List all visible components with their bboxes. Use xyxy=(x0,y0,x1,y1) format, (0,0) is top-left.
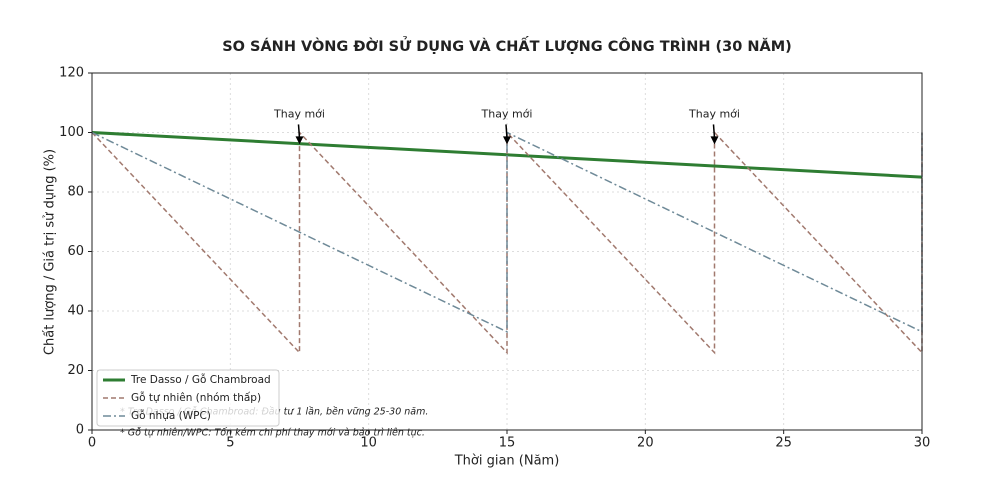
chart-title: SO SÁNH VÒNG ĐỜI SỬ DỤNG VÀ CHẤT LƯỢNG C… xyxy=(222,35,792,55)
x-tick-label: 0 xyxy=(88,436,96,451)
x-tick-label: 5 xyxy=(226,436,234,451)
y-tick-label: 40 xyxy=(67,304,84,319)
annotation-text: Thay mới xyxy=(273,107,325,120)
legend-box xyxy=(96,369,280,427)
line-series xyxy=(91,130,923,355)
annotation-arrow xyxy=(712,124,716,139)
y-axis-label: Chất lượng / Giá trị sử dụng (%) xyxy=(43,149,58,355)
y-tick-label: 60 xyxy=(67,244,84,259)
annotation-text: Thay mới xyxy=(688,107,740,120)
plot-frame xyxy=(91,72,923,431)
y-tick-label: 80 xyxy=(67,185,84,200)
annotation-arrow xyxy=(297,124,301,139)
x-tick-label: 15 xyxy=(499,436,516,451)
y-tick-label: 20 xyxy=(67,363,84,378)
y-tick-label: 0 xyxy=(76,423,84,438)
line-series xyxy=(91,131,923,179)
legend-label: Gỗ nhựa (WPC) xyxy=(131,409,211,422)
y-tick-label: 100 xyxy=(59,125,84,140)
annotation-arrowhead xyxy=(295,136,304,145)
annotation-arrowhead xyxy=(503,136,511,145)
annotation-text: Thay mới xyxy=(481,107,533,120)
x-tick-label: 20 xyxy=(637,436,654,451)
annotation-arrow xyxy=(505,124,508,139)
y-tick-label: 120 xyxy=(59,66,84,81)
x-tick-label: 30 xyxy=(914,436,931,451)
x-tick-label: 10 xyxy=(360,436,377,451)
legend-label: Gỗ tự nhiên (nhóm thấp) xyxy=(131,391,261,404)
legend-label: Tre Dasso / Gỗ Chambroad xyxy=(130,373,271,386)
annotation-arrowhead xyxy=(710,136,719,145)
x-axis-label: Thời gian (Năm) xyxy=(454,454,560,469)
footnote: * Gỗ tự nhiên/WPC: Tốn kém chi phí thay … xyxy=(120,428,425,439)
x-tick-label: 25 xyxy=(775,436,792,451)
